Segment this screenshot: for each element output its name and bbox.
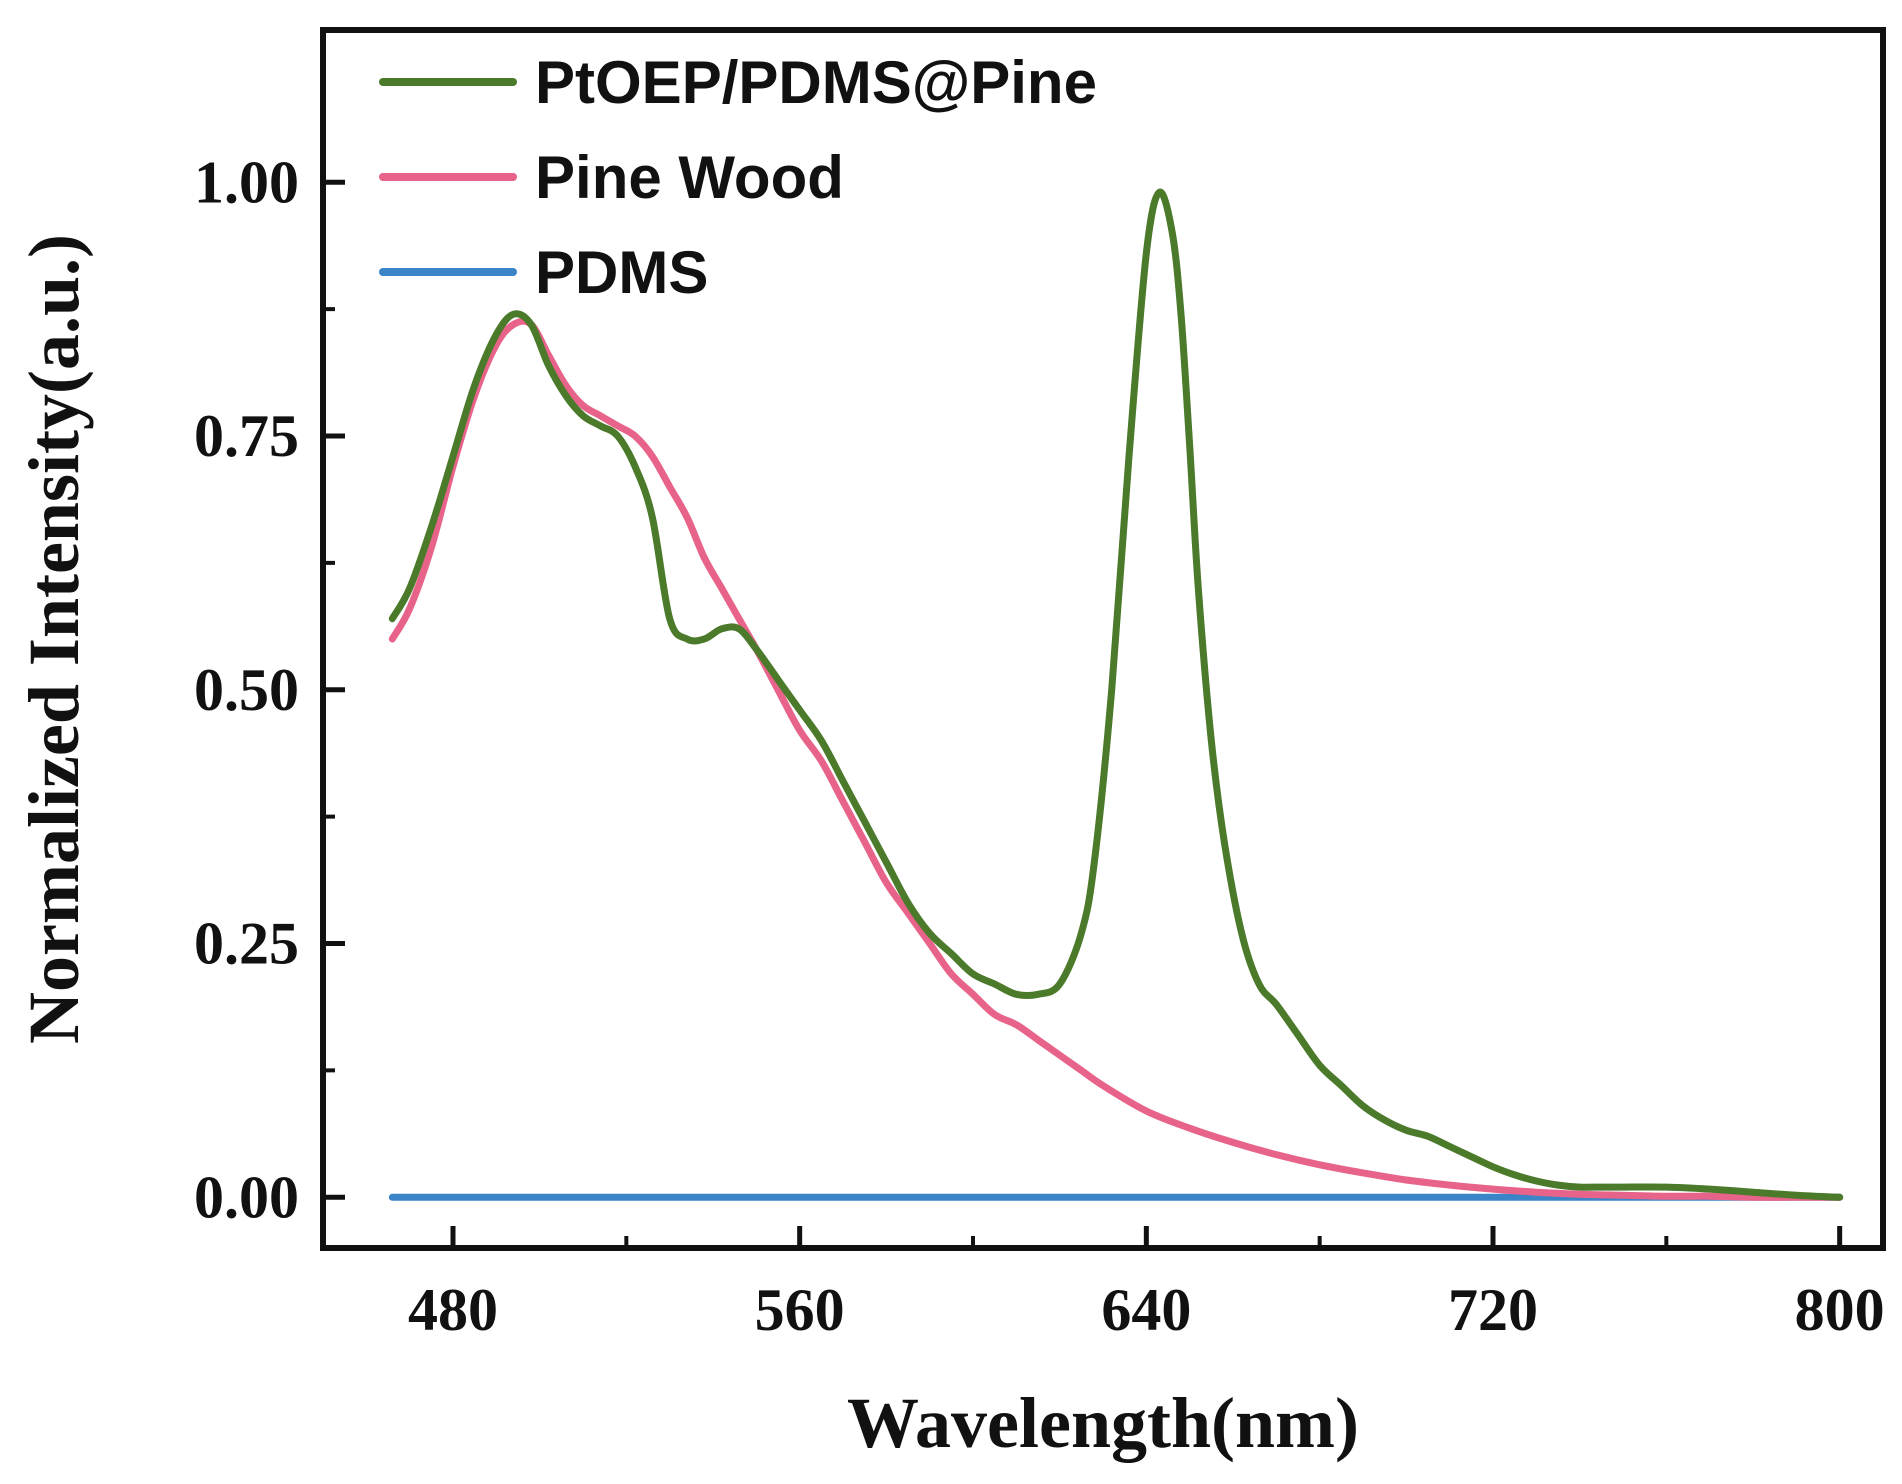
x-tick-label: 640 (1101, 1277, 1191, 1343)
legend-label: PtOEP/PDMS@Pine (535, 49, 1097, 116)
y-tick-label: 0.25 (194, 911, 299, 977)
series-line-ptoep-pdms-pine (388, 188, 1844, 1201)
y-tick-label: 1.00 (194, 149, 299, 215)
y-tick-label: 0.75 (194, 403, 299, 469)
series-lines (388, 188, 1844, 1201)
x-tick-label: 560 (755, 1277, 845, 1343)
series-line-pine-wood (388, 317, 1844, 1201)
y-axis-title: Normalized Intensity(a.u.) (14, 234, 94, 1044)
plot-frame (320, 27, 1886, 1251)
y-ticks: 0.00 0.25 0.50 0.75 1.00 (194, 149, 345, 1230)
x-tick-label: 720 (1448, 1277, 1538, 1343)
legend-label: PDMS (535, 239, 708, 306)
y-tick-label: 0.50 (194, 657, 299, 723)
legend: PtOEP/PDMS@Pine Pine Wood PDMS (379, 49, 1097, 306)
x-tick-label: 480 (408, 1277, 498, 1343)
x-ticks: 480 560 640 720 800 (408, 1226, 1885, 1343)
x-axis-title: Wavelength(nm) (847, 1383, 1359, 1463)
legend-label: Pine Wood (535, 144, 844, 211)
x-tick-label: 800 (1795, 1277, 1885, 1343)
y-tick-label: 0.00 (194, 1164, 299, 1230)
